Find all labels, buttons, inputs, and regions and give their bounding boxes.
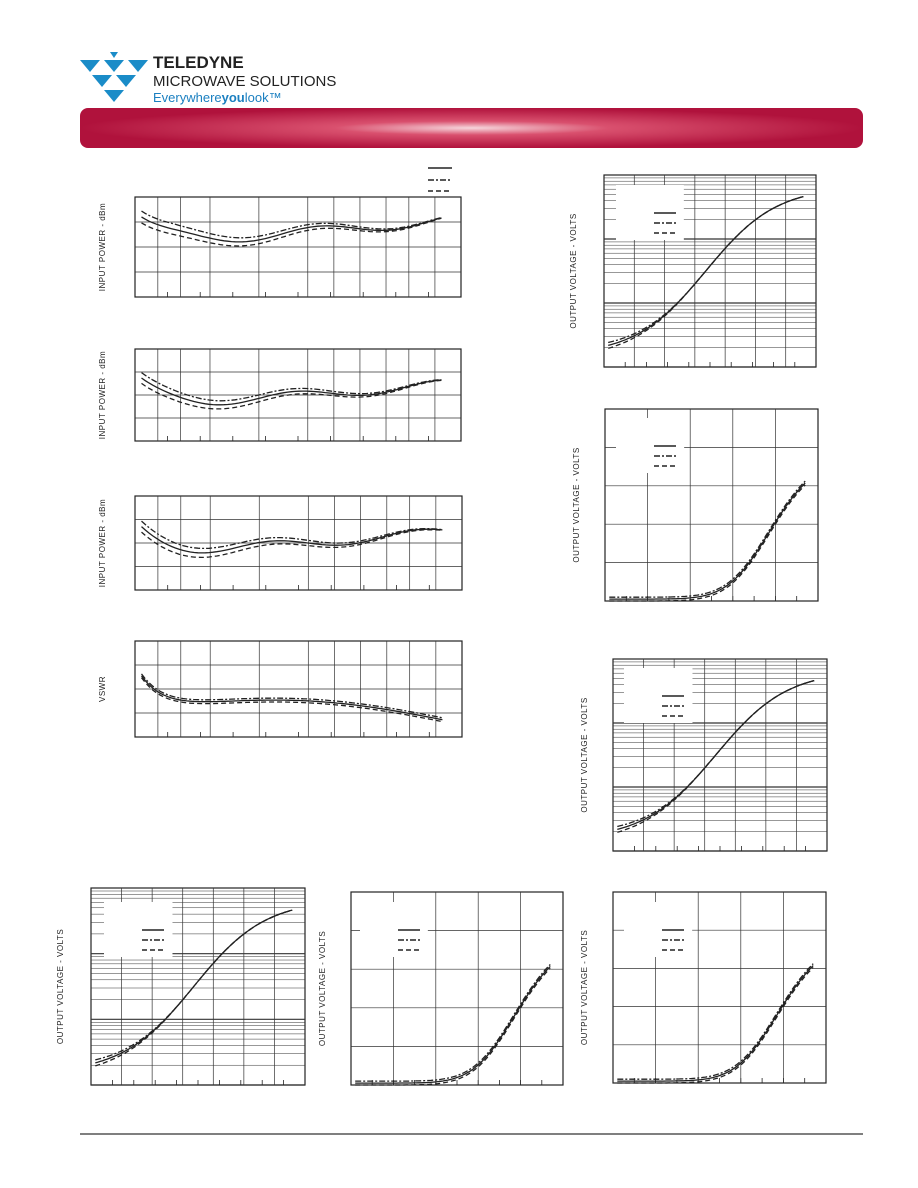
- curve: [141, 217, 442, 247]
- tagline-part: look™: [245, 90, 282, 105]
- curve: [617, 679, 815, 828]
- y-axis-label: INPUT POWER - dBm: [98, 499, 107, 587]
- banner: [80, 108, 863, 148]
- curve: [355, 964, 551, 1082]
- plot: OUTPUT VOLTAGE - VOLTS: [572, 408, 819, 602]
- legend-key: [428, 167, 452, 192]
- curve: [609, 482, 806, 600]
- y-axis-label: VSWR: [98, 676, 107, 702]
- curve: [617, 679, 815, 833]
- tagline: Everywhereyoulook™: [153, 90, 282, 105]
- y-axis-label: INPUT POWER - dBm: [98, 351, 107, 439]
- curve: [140, 673, 443, 719]
- plot: OUTPUT VOLTAGE - VOLTS: [580, 891, 827, 1084]
- logo: [80, 52, 148, 102]
- y-axis-label: OUTPUT VOLTAGE - VOLTS: [569, 213, 578, 328]
- y-axis-label: OUTPUT VOLTAGE - VOLTS: [318, 931, 327, 1046]
- curve: [617, 967, 814, 1084]
- tagline-part: Everywhere: [153, 90, 222, 105]
- plot: INPUT POWER - dBm: [98, 495, 463, 591]
- curve: [141, 372, 442, 402]
- plot: OUTPUT VOLTAGE - VOLTS: [580, 658, 828, 852]
- y-axis-label: OUTPUT VOLTAGE - VOLTS: [572, 447, 581, 562]
- plot: INPUT POWER - dBm: [98, 348, 462, 442]
- curve: [140, 675, 443, 721]
- curve: [141, 216, 442, 243]
- plot: OUTPUT VOLTAGE - VOLTS: [318, 891, 564, 1086]
- curve: [141, 210, 442, 239]
- division: MICROWAVE SOLUTIONS: [153, 73, 336, 90]
- curve: [609, 484, 806, 602]
- curve: [608, 195, 804, 349]
- y-axis-label: OUTPUT VOLTAGE - VOLTS: [580, 930, 589, 1045]
- plot: OUTPUT VOLTAGE - VOLTS: [569, 174, 817, 368]
- y-axis-label: INPUT POWER - dBm: [98, 203, 107, 291]
- plot: VSWR: [98, 640, 463, 738]
- curve: [617, 965, 814, 1082]
- curve: [141, 379, 442, 410]
- plot: OUTPUT VOLTAGE - VOLTS: [56, 887, 306, 1086]
- curve: [141, 377, 442, 406]
- curve: [141, 526, 443, 554]
- curve: [140, 677, 443, 723]
- brand: TELEDYNE: [153, 53, 244, 72]
- plot: INPUT POWER - dBm: [98, 196, 462, 298]
- y-axis-label: OUTPUT VOLTAGE - VOLTS: [56, 929, 65, 1044]
- curve: [609, 480, 806, 598]
- curve: [141, 520, 443, 550]
- curve: [617, 963, 814, 1080]
- curve: [355, 967, 551, 1086]
- curve: [141, 529, 443, 559]
- tagline-part: you: [222, 90, 245, 105]
- curve: [95, 909, 293, 1067]
- curve: [355, 965, 551, 1084]
- y-axis-label: OUTPUT VOLTAGE - VOLTS: [580, 697, 589, 812]
